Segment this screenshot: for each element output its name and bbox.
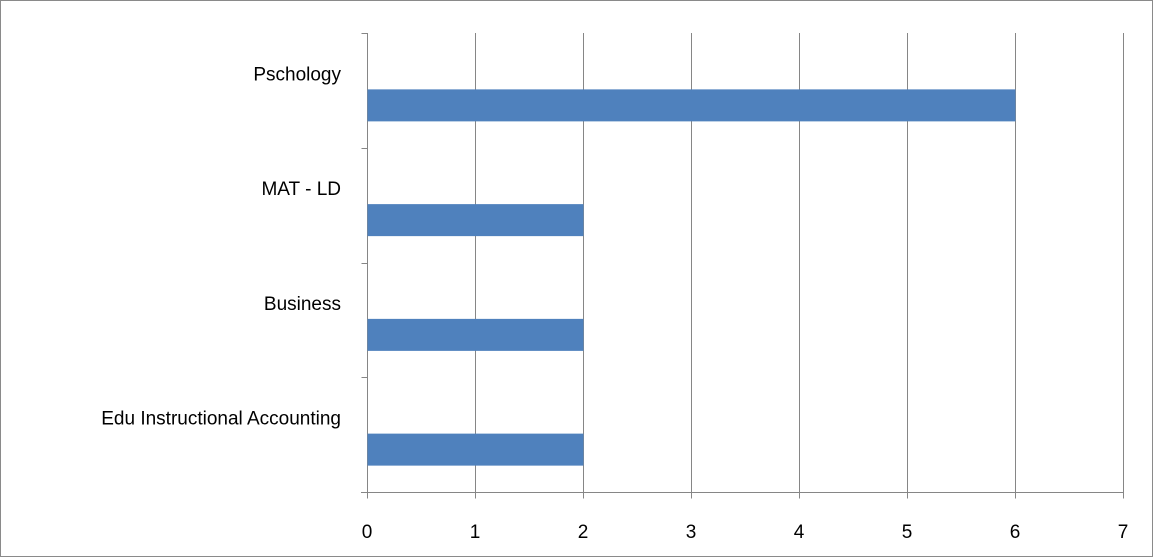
x-tick-label-2: 2 [578,522,589,543]
category-label-0: Pschology [253,64,341,85]
category-label-3: Edu Instructional Accounting [101,409,341,430]
category-label-2: Business [264,294,341,315]
bar-1 [367,204,584,237]
x-tick-label-0: 0 [362,522,373,543]
x-tick-label-4: 4 [794,522,805,543]
x-tick-label-7: 7 [1118,522,1129,543]
category-label-1: MAT - LD [261,179,341,200]
x-tick-label-5: 5 [902,522,913,543]
bar-3 [367,433,584,466]
x-tick-label-1: 1 [470,522,481,543]
bar-2 [367,318,584,351]
x-tick-label-6: 6 [1010,522,1021,543]
x-tick-label-3: 3 [686,522,697,543]
bar-0 [367,89,1016,122]
